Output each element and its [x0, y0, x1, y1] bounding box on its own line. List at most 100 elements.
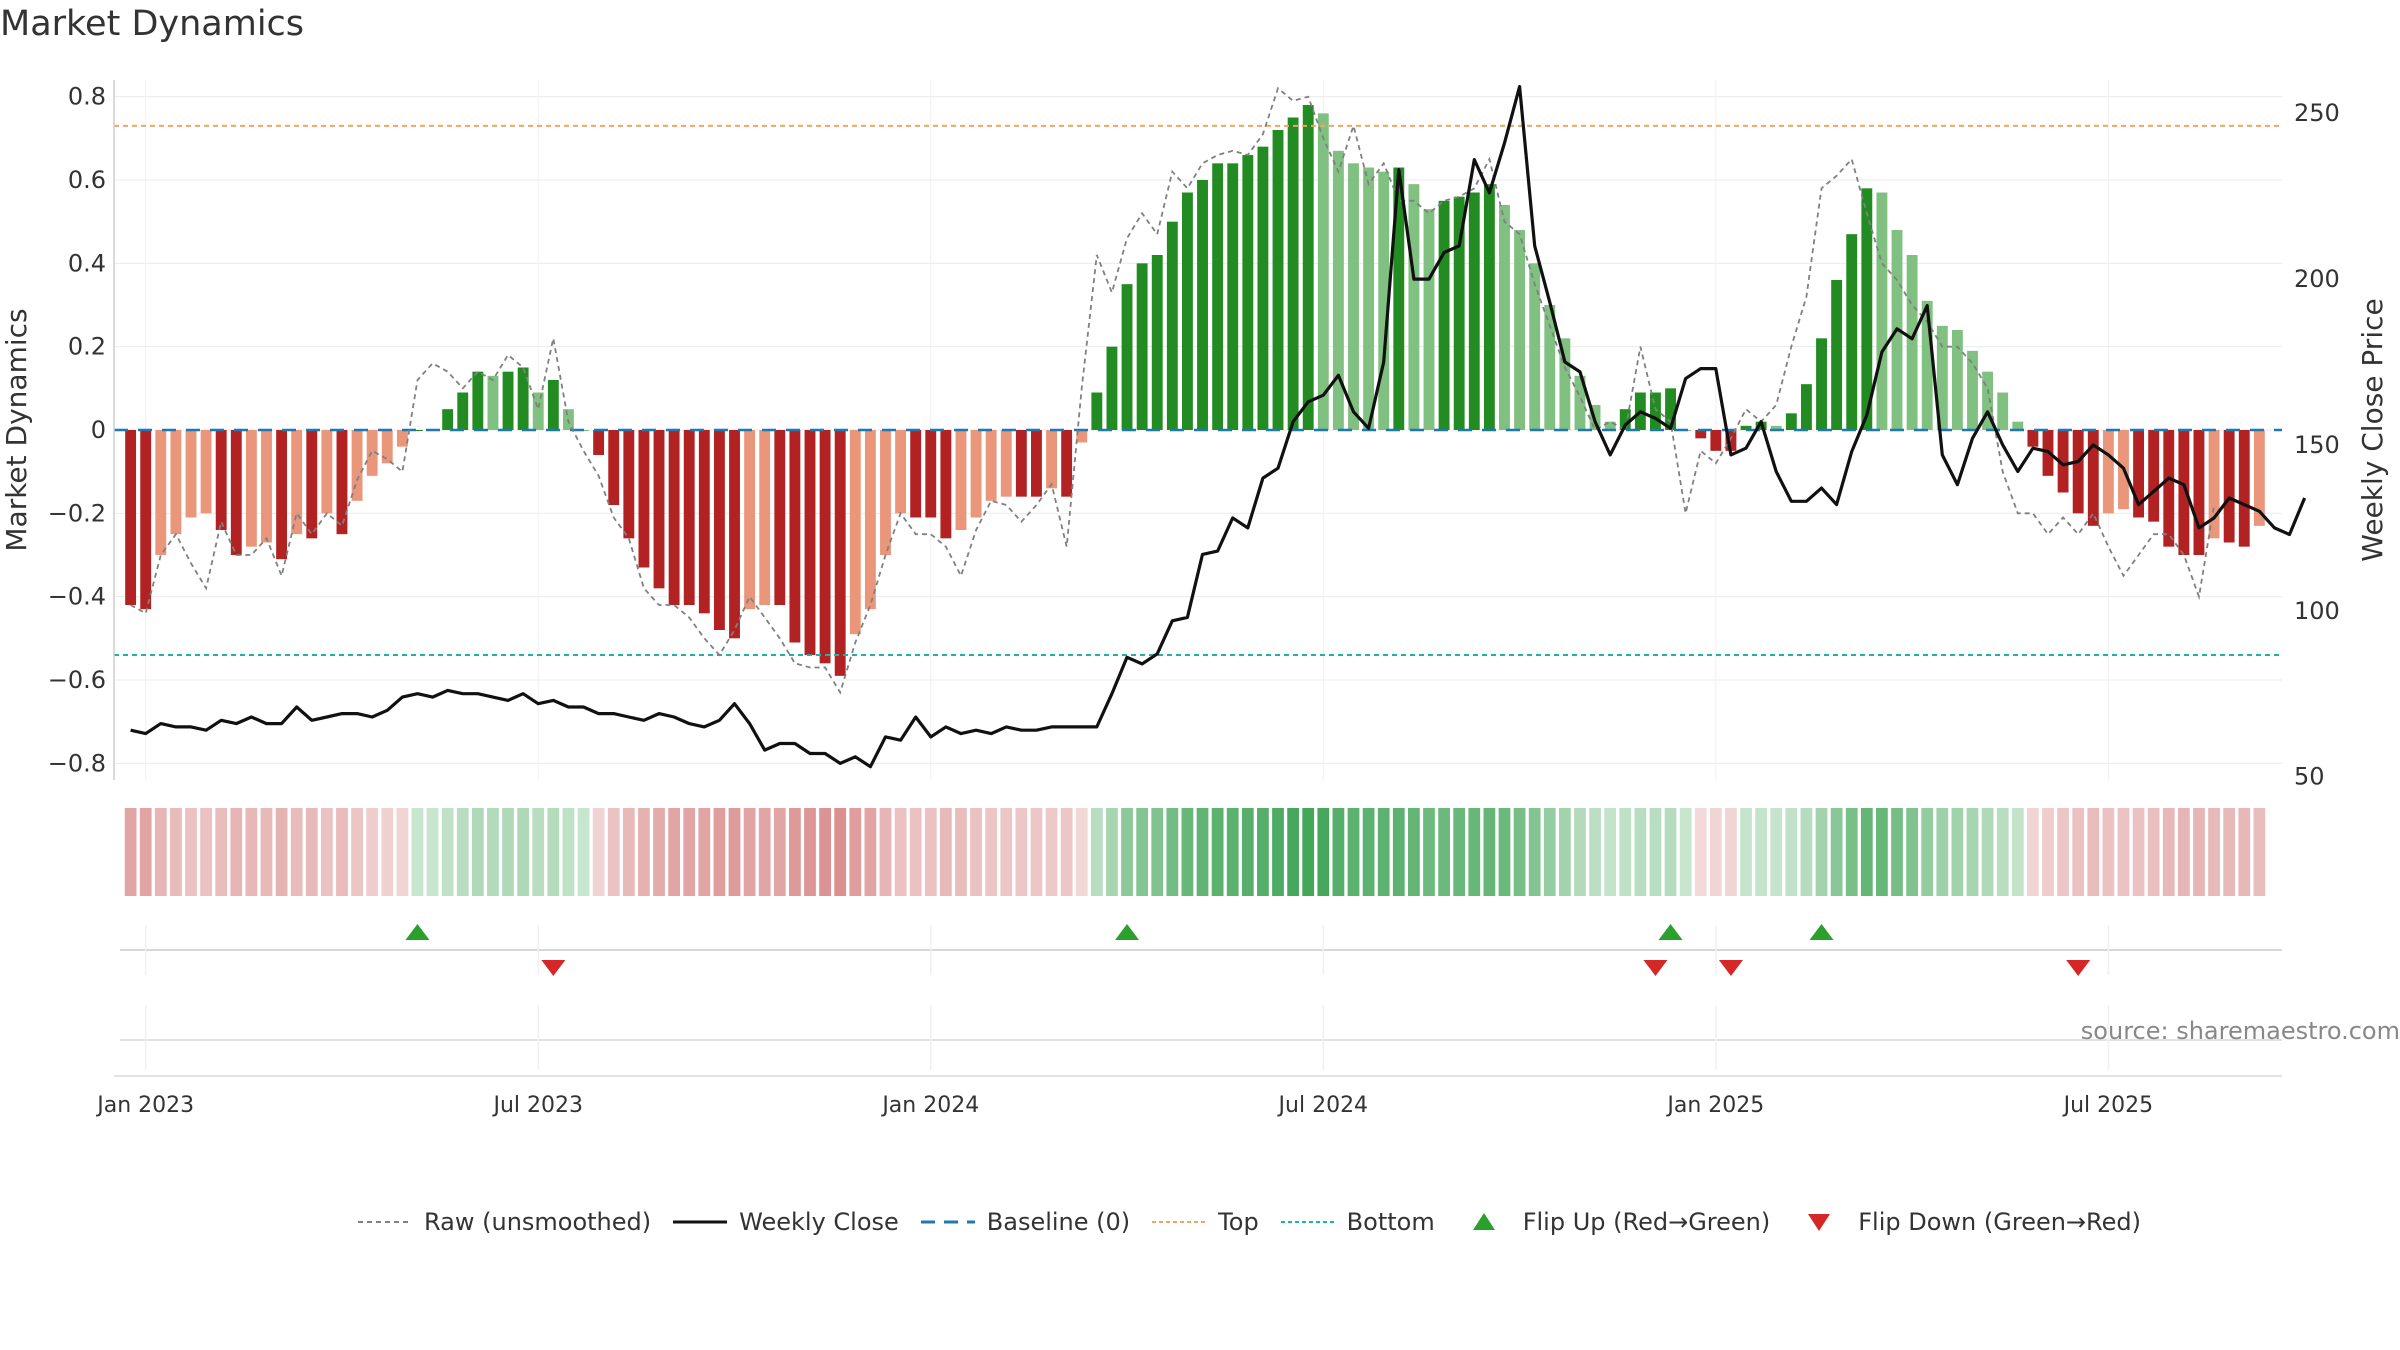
regime-cell: [653, 808, 665, 896]
regime-cell: [2027, 808, 2039, 896]
momentum-bar: [698, 430, 710, 614]
regime-cell: [1090, 808, 1103, 896]
momentum-bar: [1967, 350, 1978, 430]
momentum-bar: [849, 430, 861, 635]
flip-up-marker: [405, 924, 430, 940]
momentum-bar: [2178, 430, 2190, 555]
regime-cell: [1392, 808, 1405, 896]
regime-cell: [1317, 808, 1330, 896]
regime-cell: [2162, 808, 2175, 896]
regime-cell: [471, 808, 484, 896]
left-tick-label: −0.4: [48, 583, 106, 611]
momentum-bar: [1831, 280, 1843, 430]
momentum-bar: [713, 430, 725, 630]
regime-cell: [290, 808, 303, 896]
regime-cell: [1951, 808, 1964, 896]
regime-cell: [638, 808, 650, 896]
regime-cell: [668, 808, 681, 896]
momentum-bar: [1710, 430, 1722, 451]
left-tick-label: 0.6: [68, 166, 106, 194]
momentum-bar: [1332, 150, 1344, 431]
legend-item-bottom: Bottom: [1279, 1208, 1435, 1236]
momentum-bar: [1015, 430, 1027, 497]
regime-cell: [894, 808, 907, 896]
left-tick-label: 0: [91, 416, 106, 444]
regime-cell: [2253, 808, 2266, 896]
momentum-bar: [502, 371, 514, 430]
regime-cell: [2117, 808, 2130, 896]
regime-cell: [487, 808, 499, 896]
flip-up-marker: [1809, 924, 1834, 940]
momentum-bar: [1348, 163, 1359, 431]
momentum-bar: [291, 430, 303, 535]
momentum-bar: [155, 430, 167, 555]
momentum-bar: [547, 380, 559, 430]
x-tick-label: Jul 2025: [2062, 1093, 2154, 1118]
momentum-bar: [261, 430, 272, 543]
momentum-bar: [2148, 430, 2160, 522]
regime-cell: [1694, 808, 1707, 896]
momentum-bar: [517, 367, 529, 430]
momentum-bar: [1997, 392, 2009, 430]
legend-label-flip-up: Flip Up (Red→Green): [1522, 1208, 1771, 1236]
momentum-bar: [2027, 430, 2039, 447]
regime-cell: [2057, 808, 2069, 896]
x-tick-label: Jan 2023: [95, 1093, 194, 1118]
momentum-bar: [819, 430, 831, 664]
regime-cell: [547, 808, 560, 896]
momentum-bar: [789, 430, 801, 643]
regime-cell: [426, 808, 439, 896]
momentum-bar: [125, 430, 137, 605]
momentum-bar: [396, 430, 408, 447]
momentum-bar: [729, 430, 740, 639]
regime-cell: [1589, 808, 1601, 896]
legend-label-close: Weekly Close: [739, 1208, 899, 1236]
momentum-bar: [895, 430, 907, 514]
regime-cell: [1408, 808, 1420, 896]
momentum-bar: [2193, 430, 2205, 555]
flip-up-marker: [1115, 924, 1140, 940]
regime-cell: [834, 808, 847, 896]
regime-cell: [1121, 808, 1133, 896]
flip-down-icon: [1808, 1214, 1831, 1231]
regime-cell: [1709, 808, 1722, 896]
regime-cell: [2223, 808, 2236, 896]
raw-line: [130, 86, 2215, 695]
flip-up-marker: [1658, 924, 1683, 940]
momentum-bar: [1650, 392, 1661, 430]
regime-cell: [124, 808, 137, 896]
regime-cell: [441, 808, 454, 896]
legend-swatch-top: [1152, 1221, 1207, 1223]
regime-cell: [1498, 808, 1511, 896]
momentum-bar: [1936, 325, 1948, 430]
regime-cell: [154, 808, 167, 896]
regime-cell: [170, 808, 182, 896]
momentum-bar: [351, 430, 363, 501]
regime-cell: [1785, 808, 1798, 896]
momentum-bar: [381, 430, 393, 464]
legend-item-flip-up: Flip Up (Red→Green): [1455, 1208, 1771, 1236]
momentum-bar: [2072, 430, 2084, 514]
regime-cell: [1377, 808, 1390, 896]
momentum-bar: [1197, 180, 1208, 430]
momentum-bar: [1906, 255, 1918, 430]
regime-cell: [2177, 808, 2190, 896]
regime-cell: [789, 808, 801, 896]
regime-cell: [381, 808, 394, 896]
regime-cell: [1166, 808, 1179, 896]
right-tick-label: 150: [2294, 431, 2340, 459]
regime-cell: [1574, 808, 1586, 896]
regime-cell: [1679, 808, 1692, 896]
momentum-bar: [1785, 413, 1797, 430]
momentum-bar: [1816, 338, 1827, 430]
momentum-bar: [1031, 430, 1042, 497]
momentum-bar: [1061, 430, 1073, 497]
momentum-bar: [215, 430, 227, 530]
regime-cell: [1770, 808, 1783, 896]
legend-item-raw: Raw (unsmoothed): [356, 1208, 651, 1236]
momentum-bar: [1242, 155, 1254, 430]
momentum-bar: [1166, 221, 1178, 430]
momentum-bar: [1106, 346, 1118, 430]
momentum-bar: [532, 392, 544, 430]
momentum-bar: [1000, 430, 1012, 497]
